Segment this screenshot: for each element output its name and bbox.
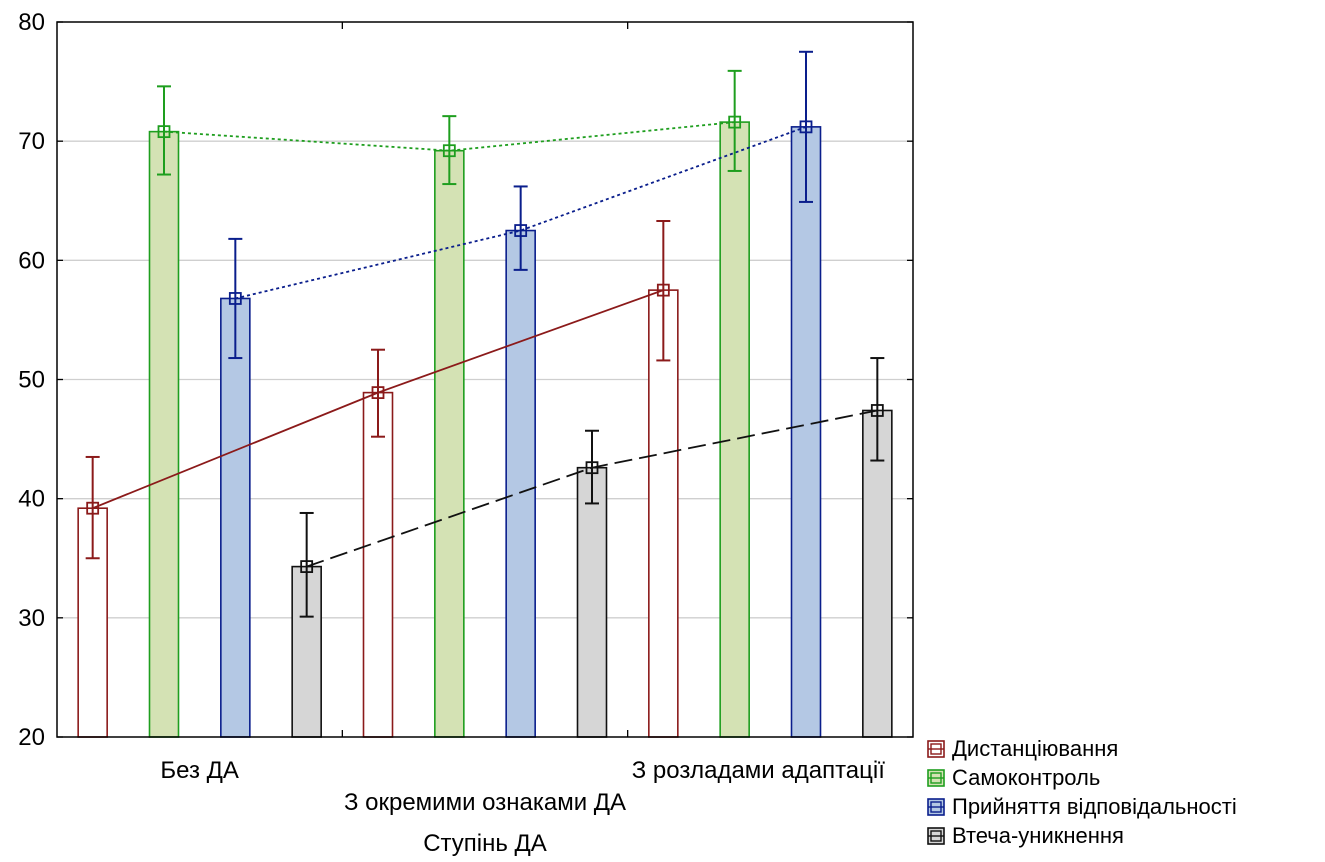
y-tick-label: 20	[18, 724, 45, 751]
bar	[506, 231, 535, 737]
error-bars	[86, 52, 885, 617]
legend-label: Прийняття відповідальності	[952, 794, 1237, 819]
bars	[78, 122, 892, 737]
y-tick-label: 80	[18, 9, 45, 36]
x-axis-label: Ступінь ДА	[423, 830, 547, 857]
category-label: Без ДА	[160, 757, 239, 784]
category-label: З розладами адаптації	[632, 757, 885, 784]
bar	[792, 127, 821, 737]
bar	[221, 298, 250, 737]
legend-label: Дистанціювання	[952, 736, 1118, 761]
bar	[720, 122, 749, 737]
bar	[435, 151, 464, 737]
y-tick-label: 70	[18, 128, 45, 155]
bar	[364, 393, 393, 737]
legend-label: Самоконтроль	[952, 765, 1100, 790]
series-lines	[93, 122, 878, 566]
y-tick-label: 30	[18, 605, 45, 632]
bar	[578, 468, 607, 737]
grid-lines	[57, 141, 913, 618]
category-label: З окремими ознаками ДА	[344, 789, 626, 816]
y-tick-label: 60	[18, 247, 45, 274]
y-tick-label: 50	[18, 367, 45, 394]
y-tick-label: 40	[18, 486, 45, 513]
bar	[150, 132, 179, 737]
mean-markers	[87, 117, 883, 572]
category-labels: Без ДА З окремими ознаками ДАЗ розладами …	[160, 757, 885, 816]
legend: Дистанціювання Самоконтроль Прийняття відп…	[928, 736, 1237, 848]
legend-label: Втеча-уникнення	[952, 823, 1124, 848]
